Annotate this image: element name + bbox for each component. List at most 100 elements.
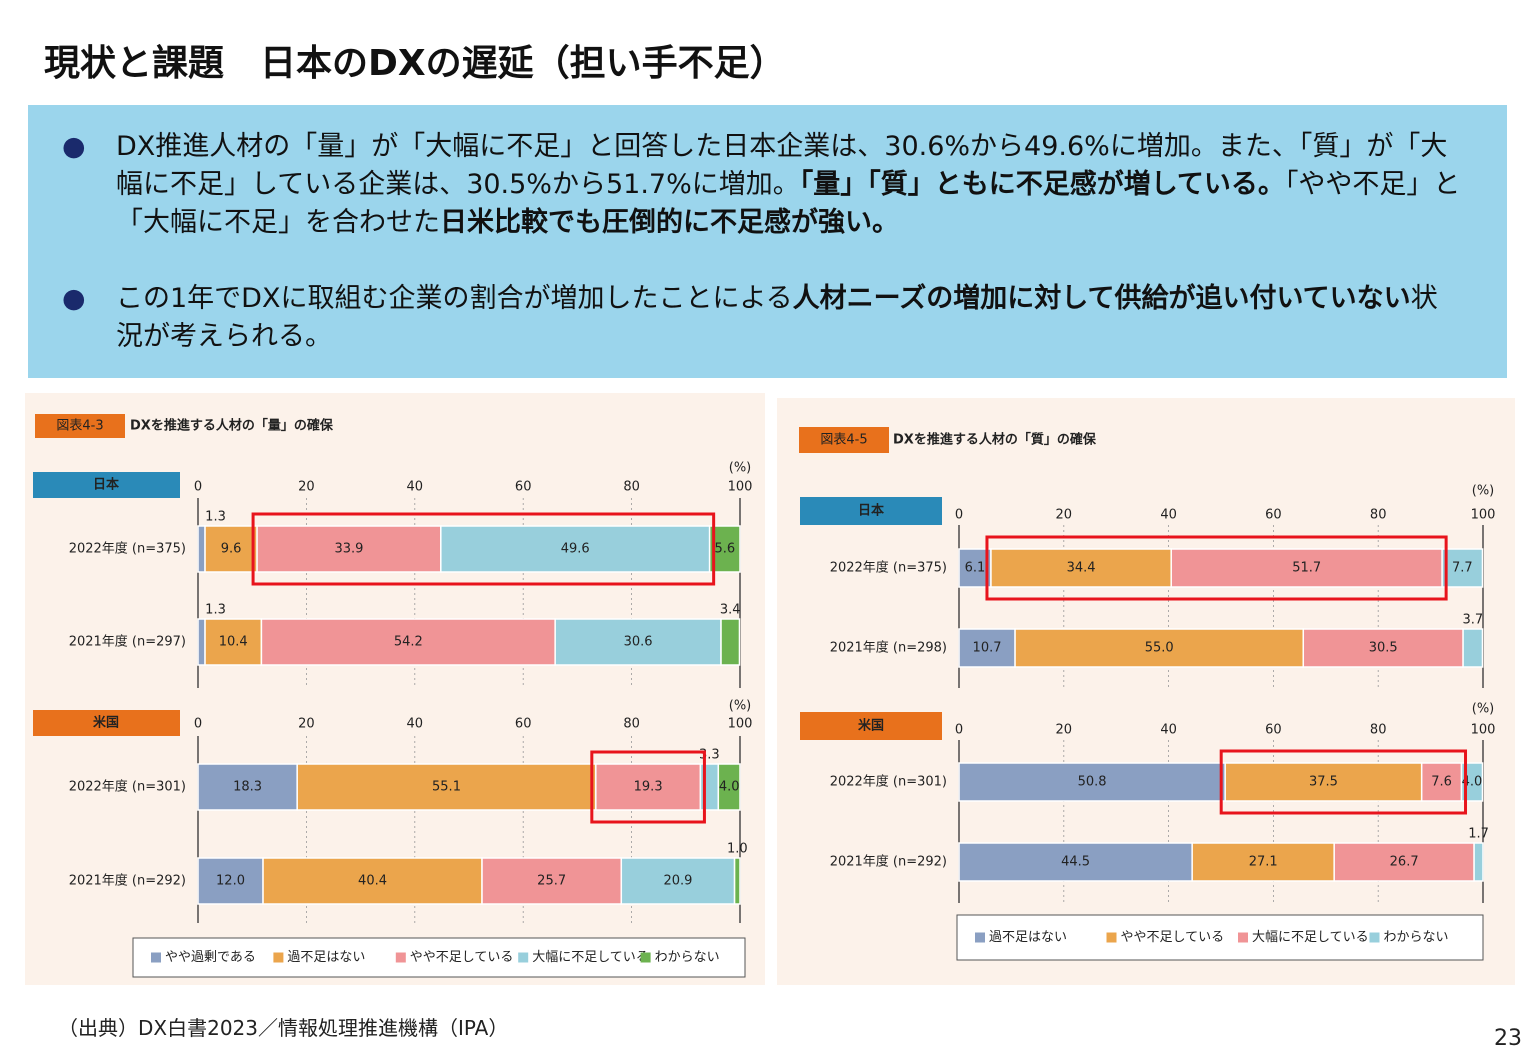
legend-swatch bbox=[395, 952, 406, 963]
bar-segment bbox=[440, 525, 711, 573]
panel-header bbox=[800, 712, 942, 740]
legend-label: 過不足はない bbox=[989, 930, 1067, 945]
bar-segment bbox=[260, 618, 556, 666]
legend-label: やや不足している bbox=[410, 950, 514, 965]
bullet: ● この1年でDXに取組む企業の割合が増加したことによる人材ニーズの増加に対して供… bbox=[62, 280, 1462, 356]
panel-header bbox=[33, 710, 180, 736]
panel-name: 日本 bbox=[93, 477, 119, 493]
bar-segment bbox=[958, 762, 1226, 802]
bar-segment bbox=[1462, 628, 1484, 668]
data-label: 3.4 bbox=[720, 603, 741, 618]
legend-label: わからない bbox=[1384, 930, 1449, 945]
bar-segment bbox=[720, 618, 741, 666]
data-label: 50.8 bbox=[1078, 775, 1107, 790]
figure-badge bbox=[35, 414, 125, 438]
bar-segment bbox=[1441, 548, 1484, 588]
bar-segment bbox=[204, 618, 263, 666]
x-tick-label: 40 bbox=[407, 717, 424, 732]
data-label: 25.7 bbox=[537, 874, 566, 889]
data-label: 33.9 bbox=[334, 542, 363, 557]
data-label: 7.7 bbox=[1452, 561, 1473, 576]
data-label: 55.0 bbox=[1145, 641, 1174, 656]
page-number: 23 bbox=[1494, 1026, 1522, 1051]
bullet-run: DX推進人材の「量」が「大幅に不足」と回答した日本企業は、30.6%から49.6… bbox=[116, 131, 1448, 200]
axis-unit: (%) bbox=[1472, 702, 1495, 717]
legend-label: 大幅に不足している bbox=[532, 950, 649, 965]
highlight-box bbox=[590, 750, 706, 824]
legend-label: 過不足はない bbox=[287, 950, 365, 965]
data-label: 19.3 bbox=[634, 780, 663, 795]
x-tick-label: 80 bbox=[1370, 508, 1387, 523]
data-label: 10.4 bbox=[219, 635, 248, 650]
data-label: 30.6 bbox=[624, 635, 653, 650]
bullet-run: 人材ニーズの増加に対して供給が追い付いていない bbox=[792, 283, 1411, 314]
data-label: 55.1 bbox=[432, 780, 461, 795]
x-tick-label: 0 bbox=[955, 723, 963, 738]
bar-segment bbox=[481, 857, 623, 905]
bar-segment bbox=[256, 525, 442, 573]
highlight-box bbox=[251, 512, 716, 586]
x-tick-label: 80 bbox=[1370, 723, 1387, 738]
summary-box bbox=[28, 105, 1507, 378]
slide-title: 現状と課題 日本のDXの遅延（担い手不足） bbox=[44, 43, 786, 84]
bullet-run: 日米比較でも圧倒的に不足感が強い。 bbox=[440, 207, 899, 238]
bar-segment bbox=[262, 857, 483, 905]
x-tick-label: 100 bbox=[728, 480, 753, 495]
figure-badge bbox=[799, 427, 889, 453]
x-tick-label: 0 bbox=[194, 480, 202, 495]
data-label: 7.6 bbox=[1431, 775, 1452, 790]
x-tick-label: 40 bbox=[1160, 723, 1177, 738]
x-tick-label: 60 bbox=[1265, 508, 1282, 523]
bullet-text: DX推進人材の「量」が「大幅に不足」と回答した日本企業は、30.6%から49.6… bbox=[116, 128, 1462, 242]
x-tick-label: 60 bbox=[1265, 723, 1282, 738]
source: （出典）DX白書2023／情報処理推進機構（IPA） bbox=[58, 1016, 509, 1040]
data-label: 1.3 bbox=[205, 510, 226, 525]
bar-segment bbox=[717, 763, 741, 811]
category-label: 2021年度 (n=297) bbox=[69, 634, 186, 650]
bar-segment bbox=[620, 857, 736, 905]
data-label: 9.6 bbox=[221, 542, 242, 557]
legend-swatch bbox=[975, 932, 985, 943]
data-label: 3.7 bbox=[1462, 613, 1483, 628]
x-tick-label: 80 bbox=[623, 717, 640, 732]
legend-label: 大幅に不足している bbox=[1252, 930, 1369, 945]
bar-segment bbox=[1420, 762, 1463, 802]
x-tick-label: 40 bbox=[1160, 508, 1177, 523]
data-label: 18.3 bbox=[233, 780, 262, 795]
figure-title: DXを推進する人材の「量」の確保 bbox=[130, 418, 334, 434]
data-label: 30.5 bbox=[1369, 641, 1398, 656]
data-label: 34.4 bbox=[1067, 561, 1096, 576]
bar-segment bbox=[197, 618, 206, 666]
data-label: 1.0 bbox=[727, 842, 748, 857]
axis-unit: (%) bbox=[729, 461, 752, 476]
panel-name: 米国 bbox=[93, 715, 119, 731]
x-tick-label: 20 bbox=[1056, 723, 1073, 738]
data-label: 40.4 bbox=[358, 874, 387, 889]
legend-box bbox=[956, 914, 1484, 961]
legend-swatch bbox=[518, 952, 529, 963]
bar-segment bbox=[733, 857, 741, 905]
axis-unit: (%) bbox=[729, 699, 752, 714]
legend-label: わからない bbox=[655, 950, 720, 965]
data-label: 20.9 bbox=[663, 874, 692, 889]
legend-swatch bbox=[640, 952, 651, 963]
data-label: 4.0 bbox=[719, 780, 740, 795]
figure-label: 図表4-3 bbox=[56, 419, 103, 434]
x-tick-label: 60 bbox=[515, 717, 532, 732]
legend-swatch bbox=[151, 952, 161, 963]
bar-segment bbox=[1333, 842, 1475, 882]
legend-swatch bbox=[1238, 932, 1248, 943]
category-label: 2022年度 (n=375) bbox=[830, 560, 947, 576]
bullet-run: 「やや不足」と「大幅に不足」を合わせた bbox=[116, 169, 1461, 238]
bullet-run: この1年でDXに取組む企業の割合が増加したことによる bbox=[116, 283, 793, 314]
legend-swatch bbox=[1106, 932, 1117, 943]
data-label: 3.3 bbox=[699, 748, 720, 763]
data-label: 6.1 bbox=[965, 561, 986, 576]
bar-segment bbox=[1014, 628, 1305, 668]
data-label: 49.6 bbox=[561, 542, 590, 557]
x-tick-label: 100 bbox=[1471, 723, 1496, 738]
bullet-text: この1年でDXに取組む企業の割合が増加したことによる人材ニーズの増加に対して供給… bbox=[116, 280, 1462, 356]
